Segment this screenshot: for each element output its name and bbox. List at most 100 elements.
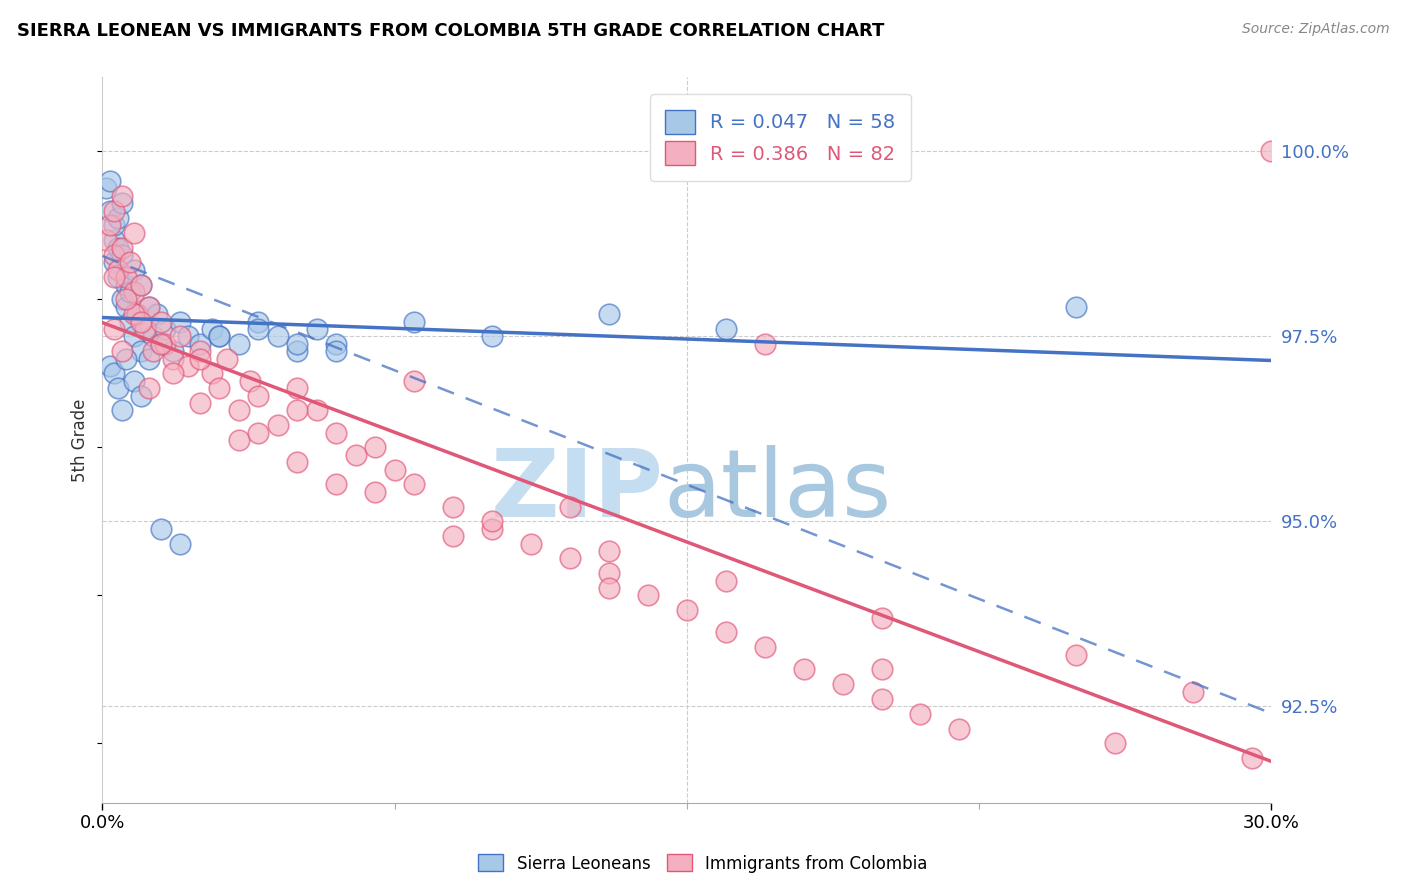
- Point: [285, 455, 308, 469]
- Point: [598, 544, 620, 558]
- Point: [103, 233, 125, 247]
- Point: [103, 367, 125, 381]
- Point: [247, 389, 270, 403]
- Point: [138, 381, 160, 395]
- Point: [285, 381, 308, 395]
- Point: [481, 329, 503, 343]
- Point: [118, 285, 141, 299]
- Point: [228, 403, 250, 417]
- Point: [162, 344, 184, 359]
- Point: [598, 566, 620, 581]
- Point: [208, 329, 231, 343]
- Point: [138, 351, 160, 366]
- Point: [177, 329, 200, 343]
- Point: [103, 255, 125, 269]
- Point: [131, 389, 153, 403]
- Point: [122, 285, 145, 299]
- Point: [325, 344, 347, 359]
- Point: [111, 241, 134, 255]
- Point: [149, 336, 172, 351]
- Point: [127, 307, 149, 321]
- Point: [325, 477, 347, 491]
- Point: [384, 462, 406, 476]
- Point: [107, 211, 129, 225]
- Point: [114, 293, 136, 307]
- Point: [122, 262, 145, 277]
- Point: [107, 241, 129, 255]
- Point: [870, 692, 893, 706]
- Point: [1260, 145, 1282, 159]
- Text: atlas: atlas: [664, 445, 891, 537]
- Point: [169, 329, 191, 343]
- Point: [793, 662, 815, 676]
- Point: [96, 181, 118, 195]
- Point: [1066, 300, 1088, 314]
- Point: [285, 403, 308, 417]
- Point: [754, 336, 776, 351]
- Point: [111, 248, 134, 262]
- Point: [153, 322, 176, 336]
- Point: [1104, 736, 1126, 750]
- Point: [228, 433, 250, 447]
- Point: [111, 293, 134, 307]
- Point: [558, 551, 581, 566]
- Point: [107, 262, 129, 277]
- Point: [598, 307, 620, 321]
- Point: [107, 270, 129, 285]
- Point: [118, 255, 141, 269]
- Point: [103, 248, 125, 262]
- Point: [138, 300, 160, 314]
- Point: [122, 374, 145, 388]
- Point: [481, 515, 503, 529]
- Point: [325, 336, 347, 351]
- Point: [149, 336, 172, 351]
- Point: [169, 315, 191, 329]
- Point: [98, 203, 121, 218]
- Point: [118, 315, 141, 329]
- Point: [910, 706, 932, 721]
- Point: [111, 189, 134, 203]
- Point: [305, 403, 328, 417]
- Point: [153, 336, 176, 351]
- Point: [870, 610, 893, 624]
- Point: [149, 315, 172, 329]
- Point: [122, 226, 145, 240]
- Point: [127, 307, 149, 321]
- Point: [404, 315, 426, 329]
- Point: [131, 344, 153, 359]
- Point: [305, 322, 328, 336]
- Point: [754, 640, 776, 655]
- Point: [114, 270, 136, 285]
- Point: [188, 344, 211, 359]
- Point: [675, 603, 697, 617]
- Point: [103, 203, 125, 218]
- Point: [134, 322, 156, 336]
- Point: [247, 322, 270, 336]
- Point: [239, 374, 262, 388]
- Point: [114, 300, 136, 314]
- Point: [149, 522, 172, 536]
- Legend: R = 0.047   N = 58, R = 0.386   N = 82: R = 0.047 N = 58, R = 0.386 N = 82: [650, 95, 911, 181]
- Point: [598, 581, 620, 595]
- Point: [948, 722, 970, 736]
- Point: [247, 425, 270, 440]
- Point: [122, 307, 145, 321]
- Point: [217, 351, 239, 366]
- Text: Source: ZipAtlas.com: Source: ZipAtlas.com: [1241, 22, 1389, 37]
- Point: [142, 344, 165, 359]
- Point: [162, 367, 184, 381]
- Text: SIERRA LEONEAN VS IMMIGRANTS FROM COLOMBIA 5TH GRADE CORRELATION CHART: SIERRA LEONEAN VS IMMIGRANTS FROM COLOMB…: [17, 22, 884, 40]
- Point: [107, 381, 129, 395]
- Point: [98, 219, 121, 233]
- Point: [520, 536, 543, 550]
- Point: [228, 336, 250, 351]
- Point: [169, 536, 191, 550]
- Point: [200, 367, 222, 381]
- Point: [404, 477, 426, 491]
- Point: [285, 336, 308, 351]
- Point: [441, 529, 464, 543]
- Point: [111, 403, 134, 417]
- Point: [111, 196, 134, 211]
- Legend: Sierra Leoneans, Immigrants from Colombia: Sierra Leoneans, Immigrants from Colombi…: [471, 847, 935, 880]
- Point: [1066, 648, 1088, 662]
